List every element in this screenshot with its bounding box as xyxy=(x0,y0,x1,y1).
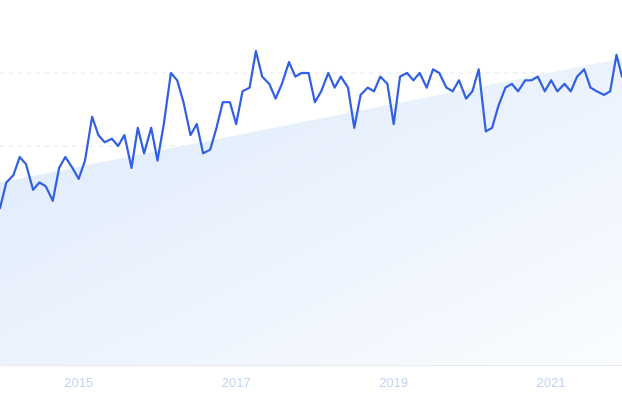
x-tick-label-2021: 2021 xyxy=(537,375,566,390)
trend-area xyxy=(0,58,622,366)
series-line xyxy=(0,50,622,210)
x-axis-ticks: 2015 2017 2019 2021 xyxy=(64,375,565,390)
x-tick-label-2017: 2017 xyxy=(222,375,251,390)
x-tick-label-2015: 2015 xyxy=(64,375,93,390)
x-tick-label-2019: 2019 xyxy=(379,375,408,390)
